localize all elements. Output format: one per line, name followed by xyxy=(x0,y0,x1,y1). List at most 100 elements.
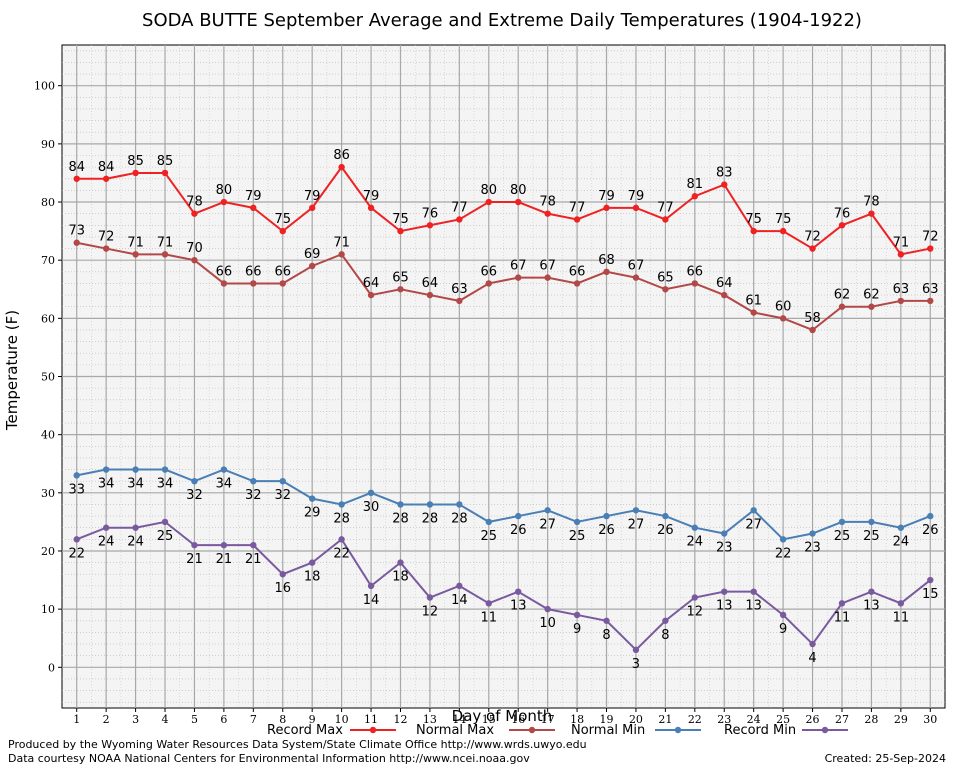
y-tick-label: 10 xyxy=(41,603,55,616)
data-label: 77 xyxy=(657,200,674,215)
data-point xyxy=(809,530,816,537)
data-point xyxy=(279,571,286,578)
data-label: 22 xyxy=(68,546,85,561)
data-point xyxy=(838,518,846,526)
data-point xyxy=(397,501,404,508)
data-point xyxy=(397,559,404,566)
x-tick-label: 15 xyxy=(482,713,496,726)
data-label: 81 xyxy=(687,177,704,192)
data-point xyxy=(485,280,492,287)
data-point xyxy=(515,512,522,520)
x-tick-label: 11 xyxy=(364,713,378,726)
x-axis-ticks: 1 2 3 4 5 6 7 8 9 10 11 12 13 14 15 16 17 18 19 20 21 22 23 24 2… xyxy=(73,708,937,726)
series-line xyxy=(76,241,931,332)
data-point xyxy=(721,291,728,299)
data-label: 80 xyxy=(510,183,527,198)
data-label: 14 xyxy=(363,593,380,608)
y-tick-label: 70 xyxy=(41,254,55,267)
data-point xyxy=(691,524,699,531)
x-tick-label: 4 xyxy=(162,713,169,726)
data-label: 13 xyxy=(716,599,733,614)
data-point xyxy=(779,227,787,235)
chart-title: SODA BUTTE September Average and Extreme… xyxy=(142,10,862,31)
data-label: 79 xyxy=(363,189,380,204)
grid xyxy=(62,45,945,708)
data-label: 11 xyxy=(893,610,910,625)
series-record-min: 22 24 24 25 21 21 21 16 18 22 14 18 12 14 11 13 10 9 8 3 8 12… xyxy=(68,518,939,672)
data-point xyxy=(220,280,228,287)
data-point xyxy=(868,303,875,310)
data-point xyxy=(191,541,198,549)
data-label: 67 xyxy=(510,259,527,274)
legend-item-record-max: Record Max xyxy=(267,723,396,738)
data-label: 27 xyxy=(745,517,762,532)
data-label: 26 xyxy=(922,523,939,538)
data-point xyxy=(485,600,492,607)
data-label: 34 xyxy=(216,477,233,492)
legend: Record Max Normal Max Normal Min Record Min xyxy=(267,723,848,738)
data-point xyxy=(868,518,875,526)
x-tick-label: 14 xyxy=(452,713,466,726)
data-label: 11 xyxy=(481,610,498,625)
data-point xyxy=(161,169,169,177)
data-label: 26 xyxy=(657,523,674,538)
data-label: 65 xyxy=(657,270,674,285)
data-point xyxy=(662,286,669,293)
data-label: 66 xyxy=(569,264,586,279)
data-label: 26 xyxy=(510,523,527,538)
data-label: 25 xyxy=(834,529,851,544)
data-label: 75 xyxy=(274,212,291,227)
data-label: 15 xyxy=(922,587,939,602)
data-label: 68 xyxy=(598,253,615,268)
x-tick-label: 6 xyxy=(220,713,227,726)
data-label: 72 xyxy=(804,230,821,245)
data-label: 4 xyxy=(808,651,816,666)
data-point xyxy=(573,518,581,526)
data-point xyxy=(662,216,669,223)
data-point xyxy=(308,204,316,212)
data-point xyxy=(73,536,80,543)
data-label: 66 xyxy=(245,264,262,279)
data-label: 63 xyxy=(451,282,468,297)
data-label: 13 xyxy=(510,599,527,614)
data-point xyxy=(544,210,551,217)
data-label: 79 xyxy=(598,189,615,204)
x-tick-label: 23 xyxy=(717,713,731,726)
data-label: 78 xyxy=(539,195,556,210)
data-point xyxy=(573,611,581,619)
data-label: 75 xyxy=(775,212,792,227)
data-point xyxy=(102,466,110,473)
data-label: 58 xyxy=(804,311,821,326)
data-label: 34 xyxy=(98,477,115,492)
legend-marker xyxy=(674,726,682,734)
data-label: 26 xyxy=(598,523,615,538)
data-label: 25 xyxy=(863,529,880,544)
series-line xyxy=(76,468,931,541)
data-label: 85 xyxy=(127,154,144,169)
data-label: 32 xyxy=(186,488,203,503)
data-point xyxy=(515,588,522,595)
data-point xyxy=(897,600,905,607)
data-label: 66 xyxy=(687,264,704,279)
data-label: 85 xyxy=(157,154,174,169)
data-point xyxy=(338,251,345,258)
data-point xyxy=(367,204,375,212)
legend-label: Record Min xyxy=(724,723,796,738)
y-tick-label: 50 xyxy=(41,371,55,384)
data-point xyxy=(279,477,286,485)
data-label: 69 xyxy=(304,247,321,262)
x-tick-label: 27 xyxy=(835,713,849,726)
data-label: 13 xyxy=(863,599,880,614)
legend-label: Normal Max xyxy=(416,723,494,738)
data-point xyxy=(279,227,286,235)
y-tick-label: 30 xyxy=(41,487,55,500)
data-label: 22 xyxy=(775,546,792,561)
data-point xyxy=(691,594,699,601)
data-label: 61 xyxy=(745,294,762,309)
y-tick-label: 90 xyxy=(41,138,55,151)
legend-marker xyxy=(821,726,829,734)
data-label: 33 xyxy=(68,482,85,497)
data-label: 79 xyxy=(628,189,645,204)
data-label: 21 xyxy=(245,552,262,567)
